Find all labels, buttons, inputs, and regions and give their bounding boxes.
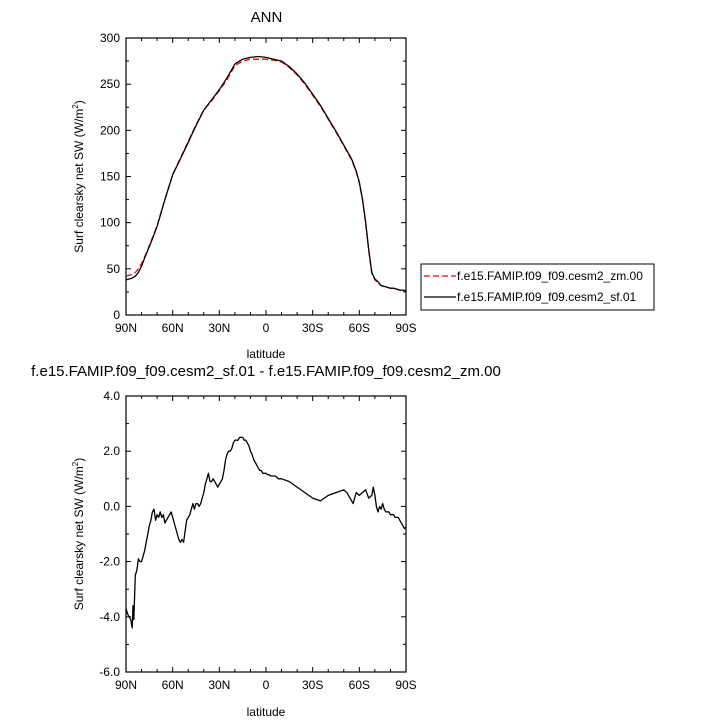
x-tick-label: 60N	[162, 678, 184, 692]
y-tick-label: 0.0	[103, 499, 120, 513]
x-tick-label: 90S	[395, 321, 416, 335]
x-tick-label: 30S	[302, 678, 323, 692]
top-chart: ANN 90N 60N 30N 0 30S 60S 90S 0 50 100 150 200 250 30…	[71, 9, 655, 361]
x-tick-label: 30N	[208, 678, 230, 692]
y-tick-label: 100	[100, 216, 120, 230]
top-chart-plot-area: 90N 60N 30N 0 30S 60S 90S 0 50 100 150 200 250 300	[100, 31, 417, 335]
top-series-line-0	[125, 58, 406, 291]
top-chart-frame	[125, 37, 407, 316]
bottom-chart-xlabel: latitude	[247, 705, 286, 719]
x-tick-label: 90N	[115, 321, 137, 335]
y-tick-label: 250	[100, 77, 120, 91]
y-tick-label: -4.0	[99, 610, 120, 624]
x-tick-label: 60S	[349, 321, 370, 335]
y-tick-label: 300	[100, 31, 120, 45]
top-chart-ylabel: Surf clearsky net SW (W/m2)	[71, 100, 86, 252]
x-tick-label: 60S	[349, 678, 370, 692]
top-chart-xlabel: latitude	[247, 347, 286, 361]
x-tick-label: 30S	[302, 321, 323, 335]
x-tick-label: 90S	[395, 678, 416, 692]
x-tick-label: 0	[263, 678, 270, 692]
y-tick-label: 200	[100, 123, 120, 137]
legend-label-sf: f.e15.FAMIP.f09_f09.cesm2_sf.01	[457, 290, 637, 304]
y-tick-label: 150	[100, 170, 120, 184]
y-tick-label: 2.0	[103, 444, 120, 458]
bottom-chart-frame	[125, 395, 407, 673]
bottom-chart-ylabel: Surf clearsky net SW (W/m2)	[71, 458, 86, 610]
bottom-chart-plot-area: 90N 60N 30N 0 30S 60S 90S -6.0 -4.0 -2.0 0.0 2.0 4.0	[99, 389, 416, 692]
top-chart-title: ANN	[251, 9, 283, 26]
x-tick-label: 90N	[115, 678, 137, 692]
top-chart-legend: f.e15.FAMIP.f09_f09.cesm2_zm.00 f.e15.FA…	[420, 263, 655, 311]
top-series-line-1	[125, 55, 407, 292]
y-tick-label: 0	[113, 308, 120, 322]
y-tick-label: -2.0	[99, 555, 120, 569]
bottom-chart-title: f.e15.FAMIP.f09_f09.cesm2_sf.01 - f.e15.…	[31, 363, 501, 380]
bottom-series-line-0	[125, 436, 407, 629]
y-tick-label: 50	[107, 262, 121, 276]
x-tick-label: 30N	[208, 321, 230, 335]
legend-box	[420, 263, 655, 311]
x-tick-label: 0	[263, 321, 270, 335]
x-tick-label: 60N	[162, 321, 184, 335]
legend-label-zm: f.e15.FAMIP.f09_f09.cesm2_zm.00	[457, 269, 643, 283]
y-tick-label: -6.0	[99, 665, 120, 679]
bottom-chart: f.e15.FAMIP.f09_f09.cesm2_sf.01 - f.e15.…	[31, 363, 501, 719]
y-tick-label: 4.0	[103, 389, 120, 403]
